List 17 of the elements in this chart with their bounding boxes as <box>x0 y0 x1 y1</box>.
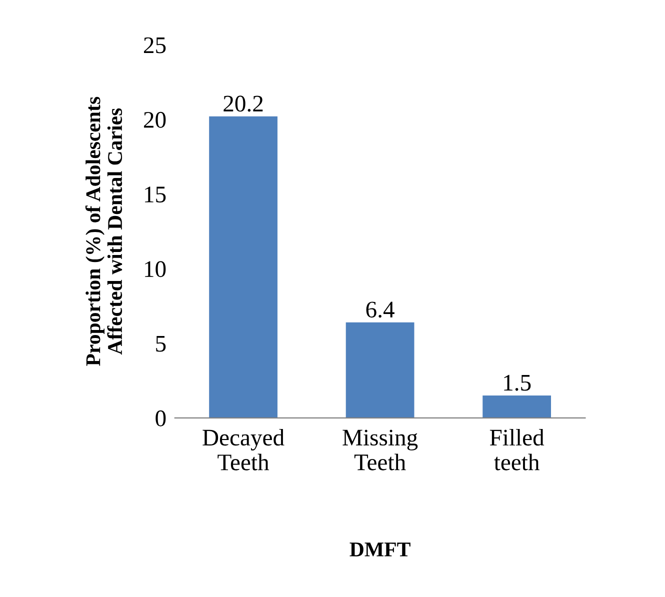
bar <box>209 116 278 418</box>
x-tick-label: Filled teeth <box>490 429 544 470</box>
x-axis-title: DMFT <box>350 542 410 556</box>
y-tick-label: 25 <box>144 37 166 54</box>
y-tick-label: 5 <box>156 336 166 352</box>
y-tick-label: 15 <box>145 186 166 202</box>
data-label: 6.4 <box>366 302 394 318</box>
y-tick-label: 0 <box>156 410 166 426</box>
bar <box>346 322 414 418</box>
data-label: 20.2 <box>224 96 263 112</box>
y-axis-title: Proportion (%) of Adolescents Affected with Dental Caries <box>85 96 122 366</box>
bar <box>482 396 552 418</box>
y-tick-label: 10 <box>145 261 166 278</box>
x-tick-label: Decayed Teeth <box>202 429 284 470</box>
data-label: 1.5 <box>504 374 531 391</box>
y-tick-label: 20 <box>144 112 166 128</box>
x-tick-label: Missing Teeth <box>342 430 418 470</box>
